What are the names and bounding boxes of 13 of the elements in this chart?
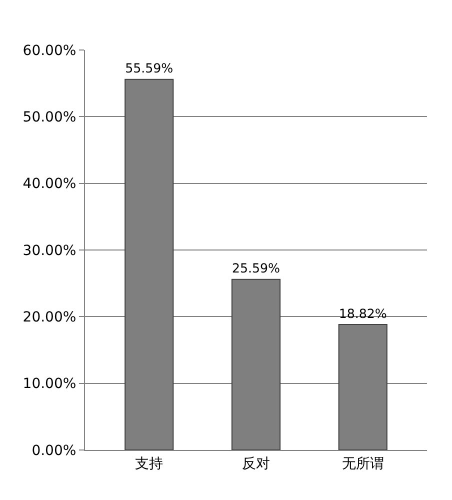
y-tick-label: 20.00% xyxy=(22,310,76,326)
y-tick-label: 40.00% xyxy=(22,176,76,192)
data-label: 25.59% xyxy=(232,260,280,276)
y-tick-label: 30.00% xyxy=(22,242,76,259)
y-tick-label: 50.00% xyxy=(22,110,76,126)
y-tick-label: 60.00% xyxy=(22,42,76,59)
y-tick-label: 0.00% xyxy=(32,442,76,459)
x-tick-label: 无所谓 xyxy=(342,456,384,472)
data-label: 55.59% xyxy=(125,60,174,76)
x-tick-label: 反对 xyxy=(242,456,270,472)
y-tick-label: 10.00% xyxy=(22,376,76,392)
x-tick-label: 支持 xyxy=(135,456,164,472)
data-label: 18.82% xyxy=(338,306,387,321)
